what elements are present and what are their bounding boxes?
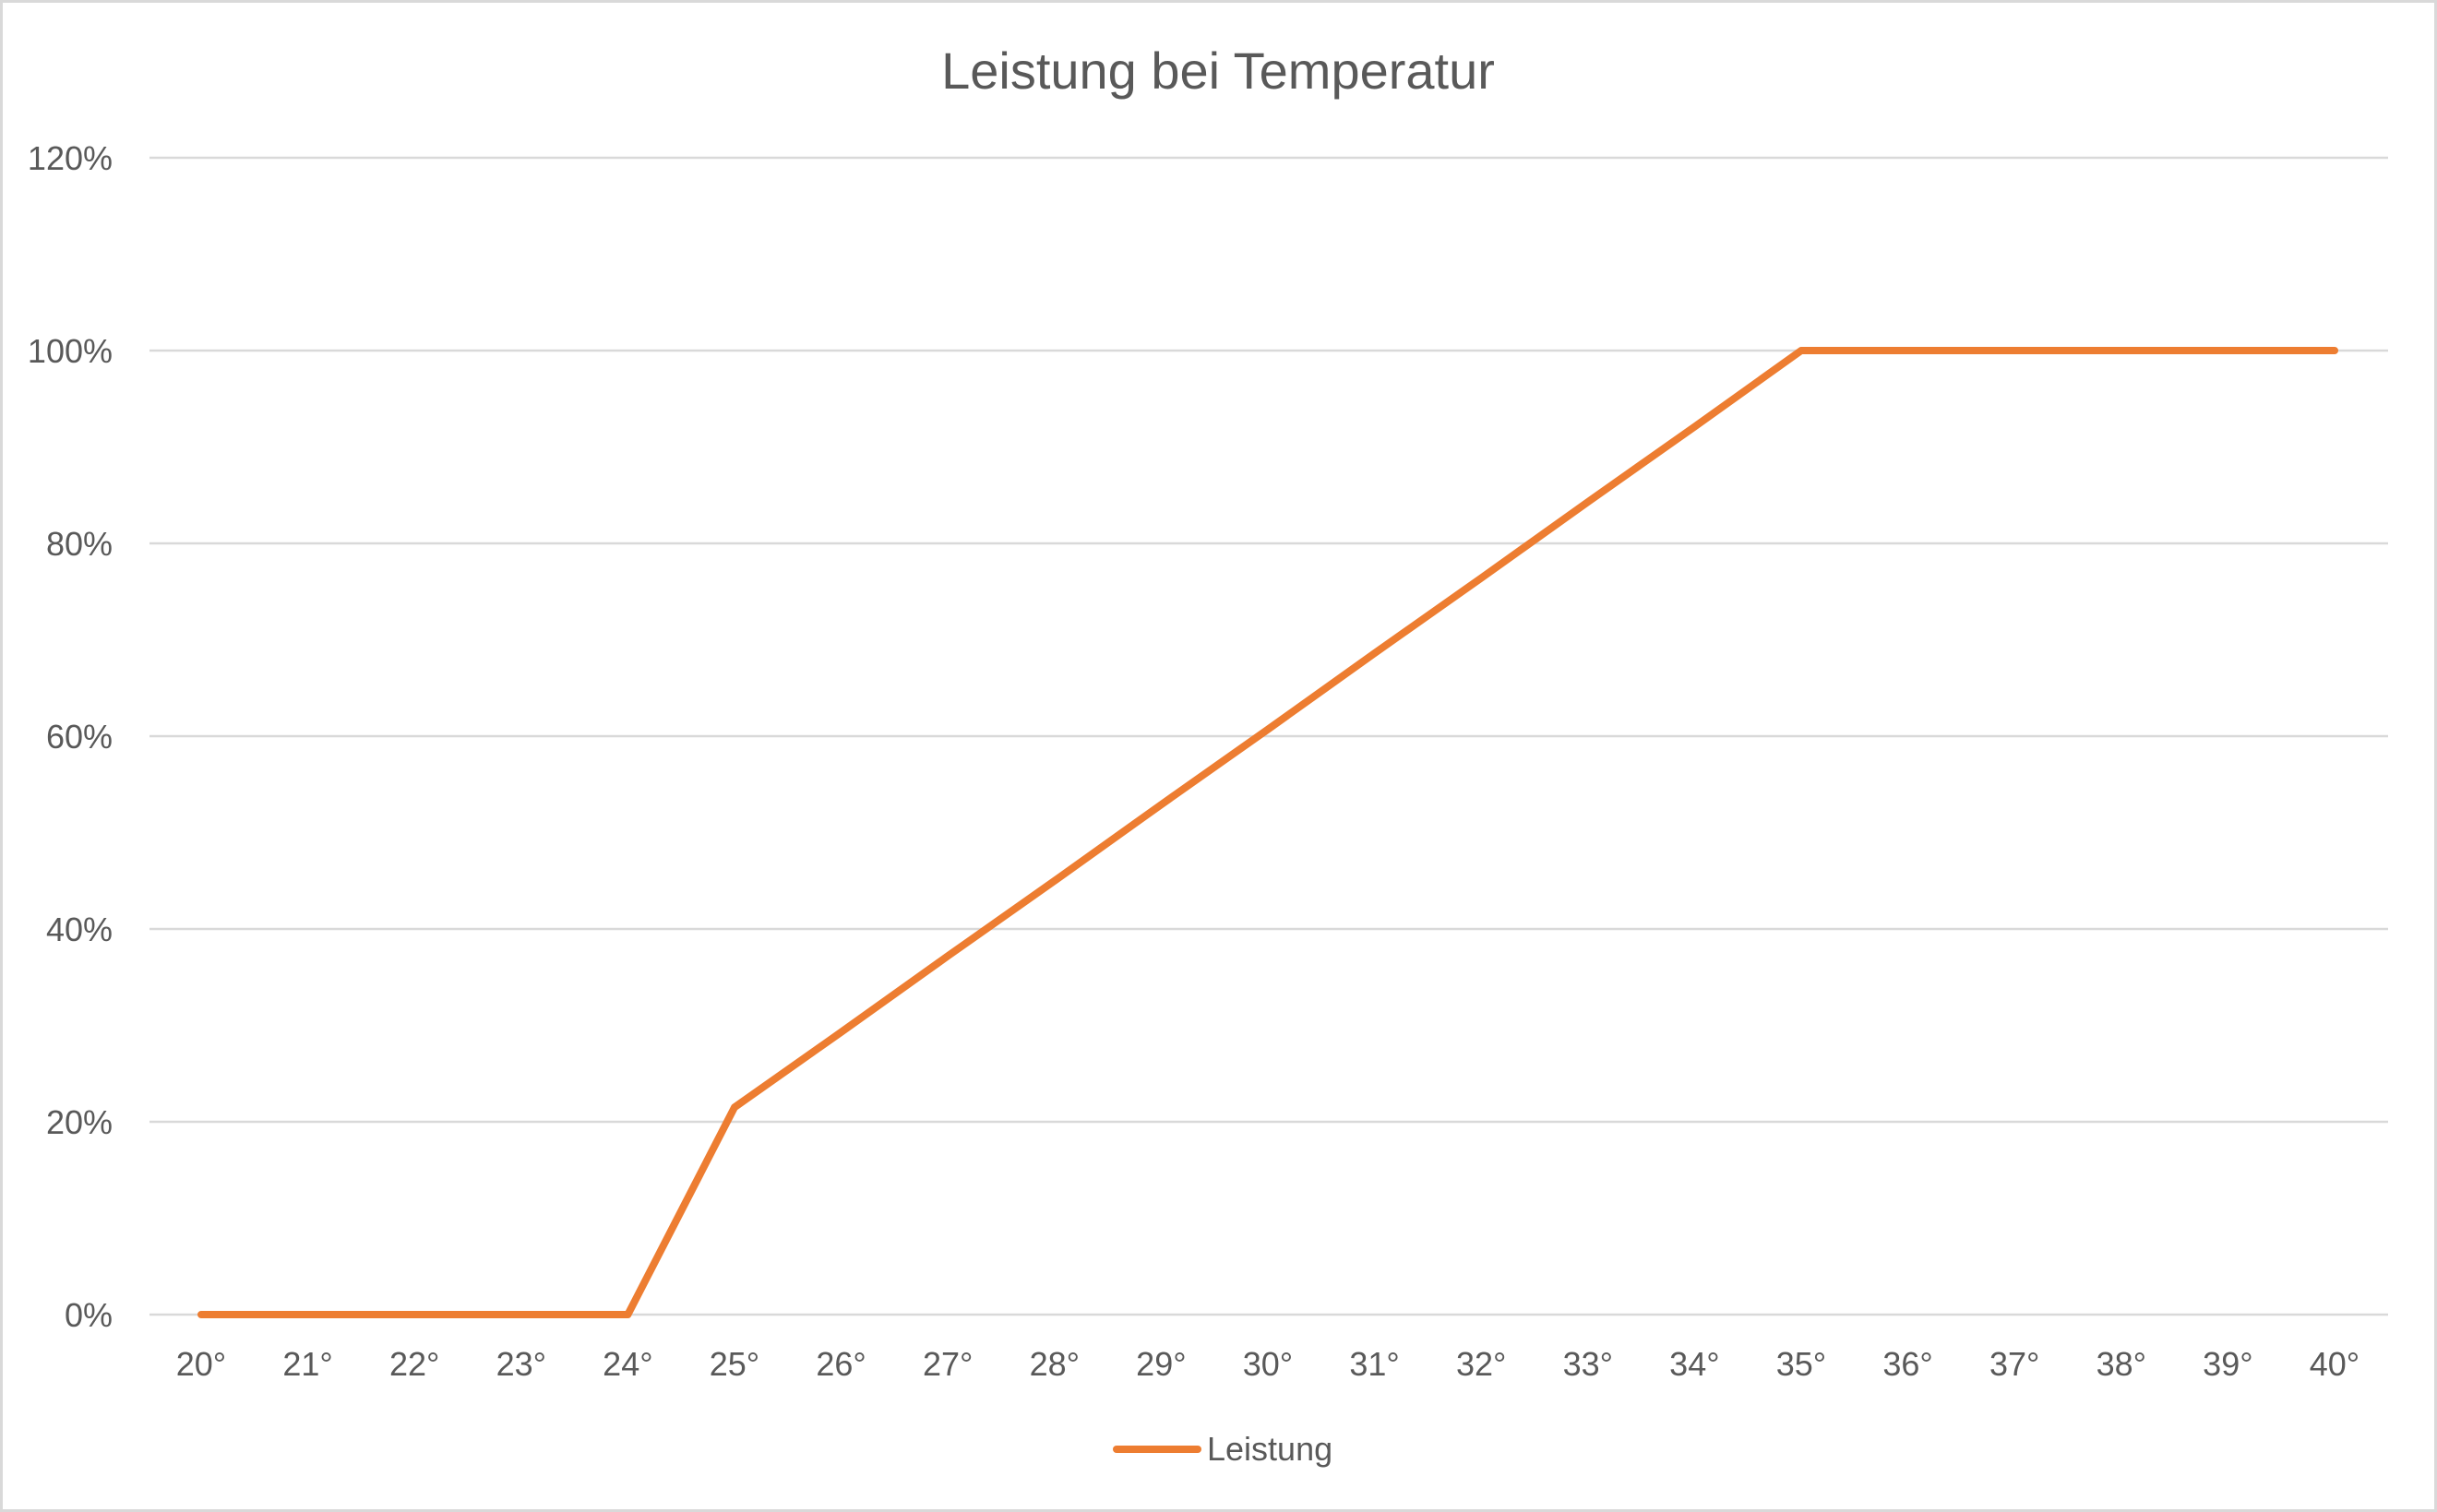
x-tick-label: 31° [1349, 1345, 1399, 1383]
x-tick-label: 29° [1136, 1345, 1186, 1383]
y-tick-label: 40% [46, 911, 113, 948]
x-tick-label: 33° [1563, 1345, 1613, 1383]
legend-label-leistung: Leistung [1207, 1430, 1332, 1468]
x-tick-label: 24° [603, 1345, 652, 1383]
x-tick-label: 40° [2310, 1345, 2359, 1383]
x-tick-label: 20° [176, 1345, 226, 1383]
y-axis-tick-labels: 0% 20% 40% 60% 80% 100% 120% [28, 139, 113, 1334]
x-tick-label: 37° [1989, 1345, 2039, 1383]
x-tick-label: 38° [2097, 1345, 2146, 1383]
y-tick-label: 100% [28, 332, 113, 370]
y-tick-label: 80% [46, 525, 113, 563]
x-tick-label: 28° [1030, 1345, 1080, 1383]
x-tick-label: 26° [816, 1345, 866, 1383]
x-tick-label: 39° [2203, 1345, 2252, 1383]
x-tick-label: 35° [1776, 1345, 1826, 1383]
chart-title: Leistung bei Temperatur [941, 42, 1495, 100]
x-tick-label: 25° [710, 1345, 759, 1383]
gridlines [149, 156, 2388, 1316]
x-tick-label: 22° [389, 1345, 439, 1383]
series-line-leistung [197, 347, 2338, 1318]
x-tick-label: 36° [1882, 1345, 1932, 1383]
x-tick-label: 21° [282, 1345, 332, 1383]
series-lines [197, 347, 2338, 1318]
x-axis-tick-labels: 20° 21° 22° 23° 24° 25° 26° 27° 28° 29° 30° 31° 32° 3… [176, 1345, 2359, 1383]
x-tick-label: 27° [923, 1345, 973, 1383]
y-tick-label: 120% [28, 139, 113, 177]
x-tick-label: 34° [1669, 1345, 1719, 1383]
x-tick-label: 30° [1243, 1345, 1293, 1383]
x-tick-label: 32° [1456, 1345, 1506, 1383]
y-tick-label: 20% [46, 1103, 113, 1141]
x-tick-label: 23° [496, 1345, 546, 1383]
legend: Leistung [1113, 1430, 1332, 1468]
y-tick-label: 0% [65, 1296, 113, 1334]
y-tick-label: 60% [46, 718, 113, 756]
